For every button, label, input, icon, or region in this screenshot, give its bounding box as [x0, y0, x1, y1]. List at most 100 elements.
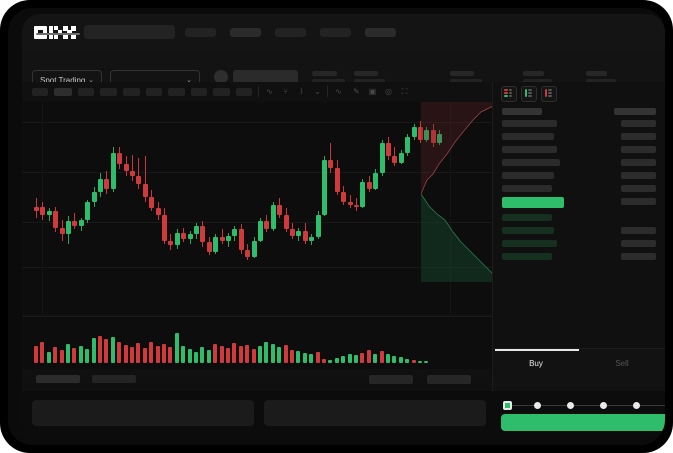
step-dot-4[interactable] [600, 402, 607, 409]
fullscreen-icon[interactable]: ⛶ [401, 86, 408, 96]
volume-bar [245, 344, 250, 363]
volume-bar [277, 347, 282, 363]
candle-body [302, 230, 308, 241]
orderbook-asks-icon[interactable] [541, 86, 557, 102]
interval-button-5[interactable] [123, 88, 140, 96]
candle-body [149, 196, 155, 209]
interval-button-3[interactable] [78, 88, 94, 96]
orderbook-bid-row[interactable] [502, 214, 552, 221]
ticker-stat-4-label [523, 71, 544, 76]
logo-letter-o [34, 26, 47, 39]
nav-item-1[interactable] [185, 28, 216, 37]
pair-name[interactable] [233, 70, 298, 84]
interval-button-8[interactable] [191, 88, 207, 96]
candle-body [200, 226, 206, 243]
ticker-stat-3 [450, 71, 482, 84]
candle-body [334, 167, 340, 192]
candle-wick [221, 229, 223, 244]
search-input[interactable] [84, 25, 175, 39]
volume-bar [322, 359, 326, 363]
chart-vgridline [450, 102, 451, 314]
orderbook-bid-row[interactable] [502, 240, 557, 247]
candle-body [373, 172, 379, 189]
orderbook-last-price[interactable] [502, 197, 564, 208]
orderbook-ask-amount [621, 185, 656, 192]
orderbook-ask-row[interactable] [502, 133, 554, 140]
interval-button-7[interactable] [168, 88, 185, 96]
candle-body [168, 240, 174, 246]
chevron-down-icon[interactable]: ⌄ [314, 87, 321, 96]
orderbook-bids-icon[interactable] [521, 86, 537, 102]
chevron-down-icon: ⌄ [186, 77, 192, 84]
candle-body [130, 170, 135, 176]
nav-item-4[interactable] [320, 28, 351, 37]
volume-bar [130, 347, 134, 363]
step-dot-1[interactable] [503, 401, 512, 410]
interval-button-9[interactable] [213, 88, 230, 96]
candle-body [315, 214, 321, 238]
candle-body [283, 214, 289, 230]
orderbook-ask-row[interactable] [502, 120, 557, 127]
candle-body [386, 143, 391, 157]
volume-bar [392, 355, 397, 363]
price-chart[interactable] [22, 102, 493, 314]
orderbook-ask-row[interactable] [502, 185, 552, 192]
ticker-stat-5 [586, 71, 616, 84]
interval-button-10[interactable] [236, 88, 252, 96]
tab-sell[interactable]: Sell [615, 359, 629, 368]
nav-item-3[interactable] [275, 28, 306, 37]
orderbook-rows[interactable] [493, 106, 665, 349]
candlestick-icon[interactable]: ⑂ [283, 87, 288, 96]
volume-chart[interactable] [22, 316, 493, 369]
settings-icon[interactable]: ◎ [385, 87, 392, 96]
interval-button-2[interactable] [54, 88, 72, 96]
candle-body [110, 153, 116, 189]
candle-wick [394, 146, 396, 167]
indicator-icon[interactable]: ⌇ [299, 87, 304, 96]
bottom-card-1[interactable] [32, 400, 254, 426]
candle-body [430, 130, 436, 144]
step-dot-2[interactable] [534, 402, 541, 409]
orderbook-ask-row[interactable] [502, 159, 560, 166]
orderbook-bid-row[interactable] [502, 253, 552, 260]
candle-body [258, 221, 263, 241]
orderbook-bid-row[interactable] [502, 227, 554, 234]
orderbook-ask-amount [621, 133, 656, 140]
lower-tab-1[interactable] [36, 375, 80, 383]
nav-item-2[interactable] [230, 28, 261, 37]
lower-tab-right-1[interactable] [369, 375, 413, 384]
candle-body [360, 182, 366, 207]
lower-tab-right-2[interactable] [427, 375, 471, 384]
step-dot-3[interactable] [567, 402, 574, 409]
candle-wick [138, 157, 140, 189]
orderbook-both-icon[interactable] [501, 86, 517, 102]
interval-button-6[interactable] [146, 88, 162, 96]
step-connector-line [507, 405, 665, 406]
candle-wick [144, 156, 146, 202]
lower-tab-2[interactable] [92, 375, 136, 383]
tab-buy[interactable]: Buy [529, 359, 543, 368]
candle-body [72, 221, 78, 227]
ticker-stat-3-label [450, 71, 474, 76]
pencil-icon[interactable]: ✎ [353, 87, 360, 96]
step-dot-5[interactable] [633, 402, 640, 409]
wave-icon[interactable]: ∿ [335, 87, 342, 96]
volume-bar [117, 342, 122, 363]
app-screen: Spot Trading ⌄ ⌄ [22, 14, 665, 439]
nav-item-5[interactable] [365, 28, 396, 37]
bottom-card-2[interactable] [264, 400, 486, 426]
okx-logo[interactable] [34, 26, 77, 39]
volume-bar [290, 349, 294, 363]
ticker-stat-1 [312, 71, 345, 84]
candle-body [366, 182, 372, 189]
orderbook-mode-switch [501, 86, 557, 102]
interval-button-1[interactable] [32, 88, 48, 96]
orderbook-ask-row[interactable] [502, 172, 554, 179]
primary-cta-button[interactable] [501, 414, 665, 431]
camera-icon[interactable]: ▣ [368, 87, 377, 96]
volume-bar [142, 348, 147, 363]
interval-button-4[interactable] [100, 88, 117, 96]
orderbook-ask-row[interactable] [502, 146, 557, 153]
candle-body [290, 229, 295, 236]
line-chart-icon[interactable]: ∿ [266, 87, 273, 96]
